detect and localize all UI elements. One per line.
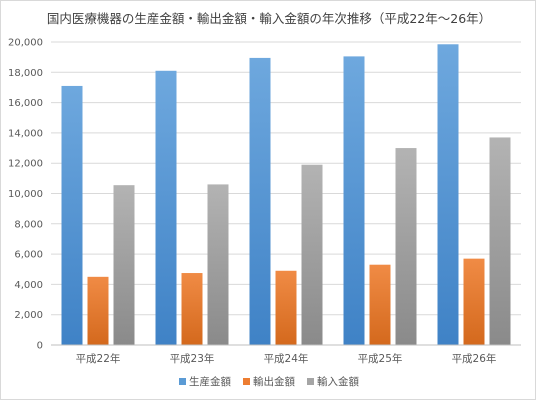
y-tick-label: 16,000 [8, 98, 43, 109]
x-tick-label: 平成23年 [170, 352, 215, 365]
y-tick-label: 20,000 [8, 38, 43, 49]
bar-production [343, 56, 365, 346]
x-tick-label: 平成26年 [452, 352, 497, 365]
x-tick-label: 平成22年 [76, 352, 121, 365]
legend-swatch [179, 378, 186, 385]
y-tick-label: 8,000 [14, 219, 43, 230]
bar-export [369, 264, 391, 345]
legend-item: 生産金額 [179, 374, 231, 389]
bar-production [437, 44, 459, 346]
bar-import [113, 185, 135, 345]
legend-label: 生産金額 [189, 376, 231, 388]
bar-export [275, 270, 297, 345]
legend-label: 輸入金額 [317, 376, 359, 388]
bar-import [207, 184, 229, 345]
y-tick-label: 12,000 [8, 159, 43, 170]
bars [61, 44, 511, 346]
legend: 生産金額 輸出金額 輸入金額 [1, 374, 536, 389]
x-axis-ticks: 平成22年 平成23年 平成24年 平成25年 平成26年 [51, 344, 521, 365]
x-tick-label: 平成25年 [358, 352, 403, 365]
legend-item: 輸入金額 [307, 374, 359, 389]
bar-export [87, 276, 109, 345]
y-tick-label: 0 [37, 341, 43, 352]
bar-export [181, 273, 203, 345]
y-tick-label: 18,000 [8, 68, 43, 79]
legend-swatch [243, 378, 250, 385]
bar-import [395, 148, 417, 345]
bar-production [155, 70, 177, 345]
bar-production [249, 57, 271, 345]
y-tick-label: 4,000 [14, 280, 43, 291]
y-tick-label: 6,000 [14, 250, 43, 261]
y-tick-label: 14,000 [8, 128, 43, 139]
legend-item: 輸出金額 [243, 374, 295, 389]
y-axis-ticks: 0 2,000 4,000 6,000 8,000 10,000 12,000 14,000 1… [8, 38, 43, 352]
chart-title: 国内医療機器の生産金額・輸出金額・輸入金額の年次推移（平成22年〜26年） [46, 11, 492, 26]
y-tick-label: 10,000 [8, 189, 43, 200]
legend-label: 輸出金額 [253, 376, 295, 388]
legend-swatch [307, 378, 314, 385]
bar-export [463, 258, 485, 345]
y-tick-label: 2,000 [14, 310, 43, 321]
bar-import [489, 137, 511, 345]
bar-import [301, 164, 323, 345]
bar-production [61, 85, 83, 345]
x-tick-label: 平成24年 [264, 352, 309, 365]
